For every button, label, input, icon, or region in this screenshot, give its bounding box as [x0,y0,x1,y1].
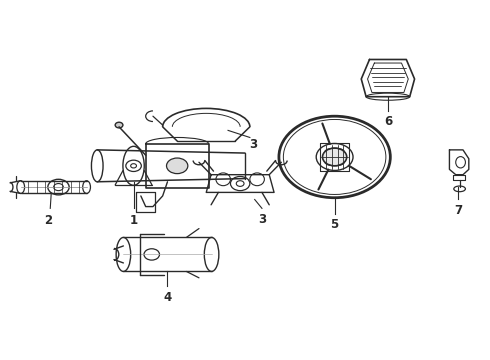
Circle shape [167,158,188,174]
Text: 3: 3 [258,213,266,226]
Text: 3: 3 [250,138,258,151]
Text: 4: 4 [163,291,172,303]
Text: 2: 2 [44,214,52,227]
Text: 6: 6 [384,116,392,129]
Circle shape [322,148,347,166]
Circle shape [115,122,123,128]
Text: 5: 5 [330,218,339,231]
Text: 7: 7 [454,204,462,217]
Text: 1: 1 [129,214,138,227]
